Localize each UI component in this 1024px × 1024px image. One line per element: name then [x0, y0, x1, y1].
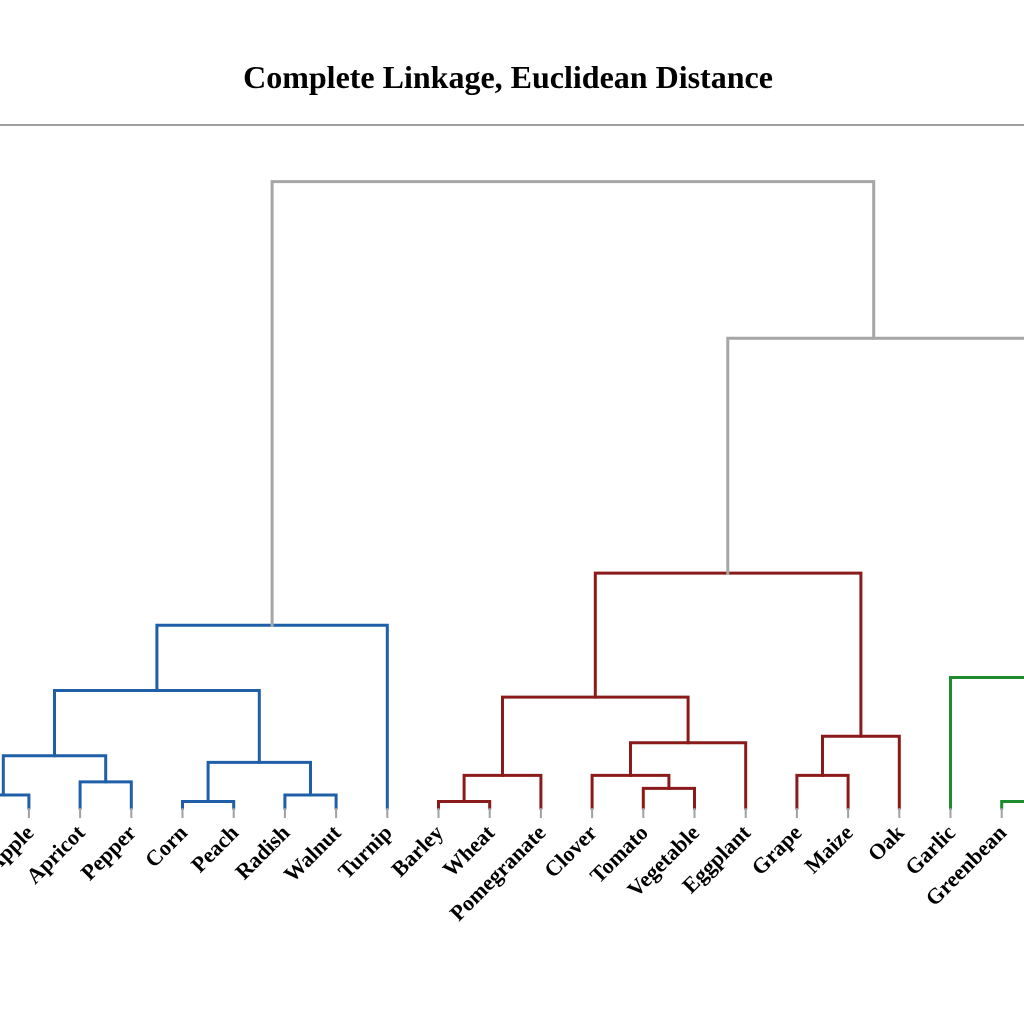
dendrogram-link-root — [270, 180, 876, 627]
dendrogram-link-root — [726, 336, 1024, 575]
dendrogram-link-green — [949, 676, 1024, 810]
dendrogram-link-green — [1000, 799, 1024, 810]
dendrogram-links — [0, 180, 1024, 810]
chart-title: Complete Linkage, Euclidean Distance — [243, 59, 773, 95]
dendrogram-link-blue — [78, 780, 133, 810]
leaf-ticks — [27, 808, 1003, 818]
